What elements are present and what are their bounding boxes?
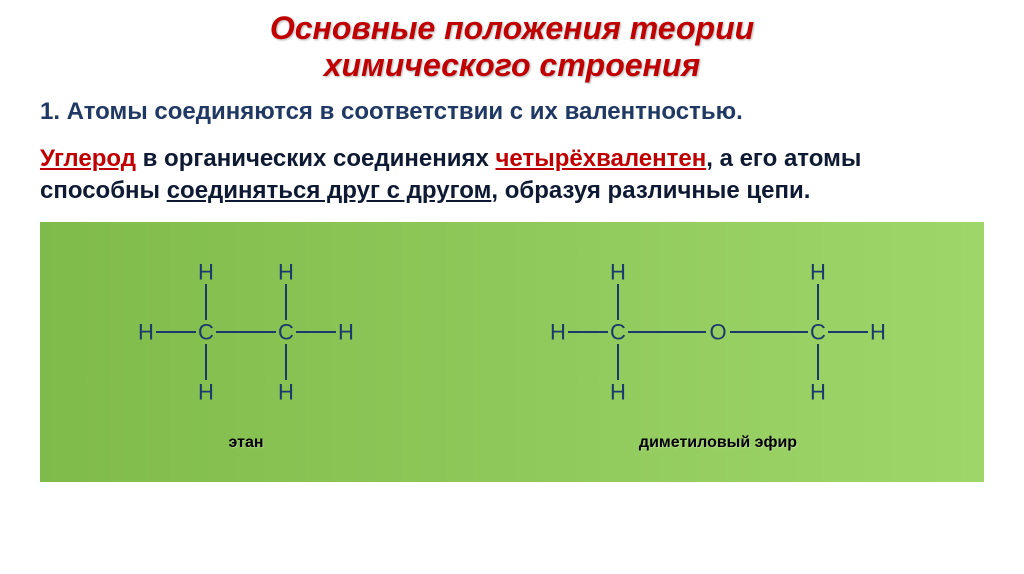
svg-text:H: H — [138, 320, 154, 345]
svg-text:H: H — [338, 320, 354, 345]
page-title: Основные положения теории химического ст… — [0, 0, 1024, 89]
svg-text:H: H — [810, 380, 826, 405]
dimethyl-ether-structure: C O C H H H H H H — [528, 232, 908, 432]
svg-text:C: C — [198, 320, 214, 345]
svg-text:H: H — [278, 380, 294, 405]
connect-phrase: соединяться друг с другом — [167, 177, 492, 204]
tetravalent-word: четырёхвалентен — [496, 145, 707, 172]
body-part3: , образуя различные цепи. — [491, 177, 810, 204]
svg-text:H: H — [198, 380, 214, 405]
svg-text:O: O — [709, 320, 726, 345]
title-line1: Основные положения теории — [270, 10, 754, 46]
svg-text:H: H — [198, 260, 214, 285]
svg-text:C: C — [278, 320, 294, 345]
ethane-structure: C C H H H H H H — [116, 232, 376, 432]
svg-text:H: H — [610, 260, 626, 285]
molecule-ethane: C C H H H H H H этан — [116, 222, 376, 452]
svg-text:H: H — [810, 260, 826, 285]
svg-text:H: H — [278, 260, 294, 285]
diagram-area: C C H H H H H H этан C O C H H H H H H диметиловый эфир — [40, 222, 984, 482]
dimethyl-ether-label: диметиловый эфир — [528, 434, 908, 452]
svg-text:C: C — [810, 320, 826, 345]
body-paragraph: Углерод в органических соединениях четыр… — [0, 135, 1024, 213]
body-part1: в органических соединениях — [136, 145, 496, 172]
title-line2: химического строения — [324, 47, 701, 83]
molecule-dimethyl-ether: C O C H H H H H H диметиловый эфир — [528, 222, 908, 452]
svg-text:C: C — [610, 320, 626, 345]
svg-text:H: H — [610, 380, 626, 405]
svg-text:H: H — [870, 320, 886, 345]
ethane-label: этан — [116, 434, 376, 452]
carbon-word: Углерод — [40, 145, 136, 172]
subtitle: 1. Атомы соединяются в соответствии с их… — [0, 89, 1024, 135]
svg-text:H: H — [550, 320, 566, 345]
